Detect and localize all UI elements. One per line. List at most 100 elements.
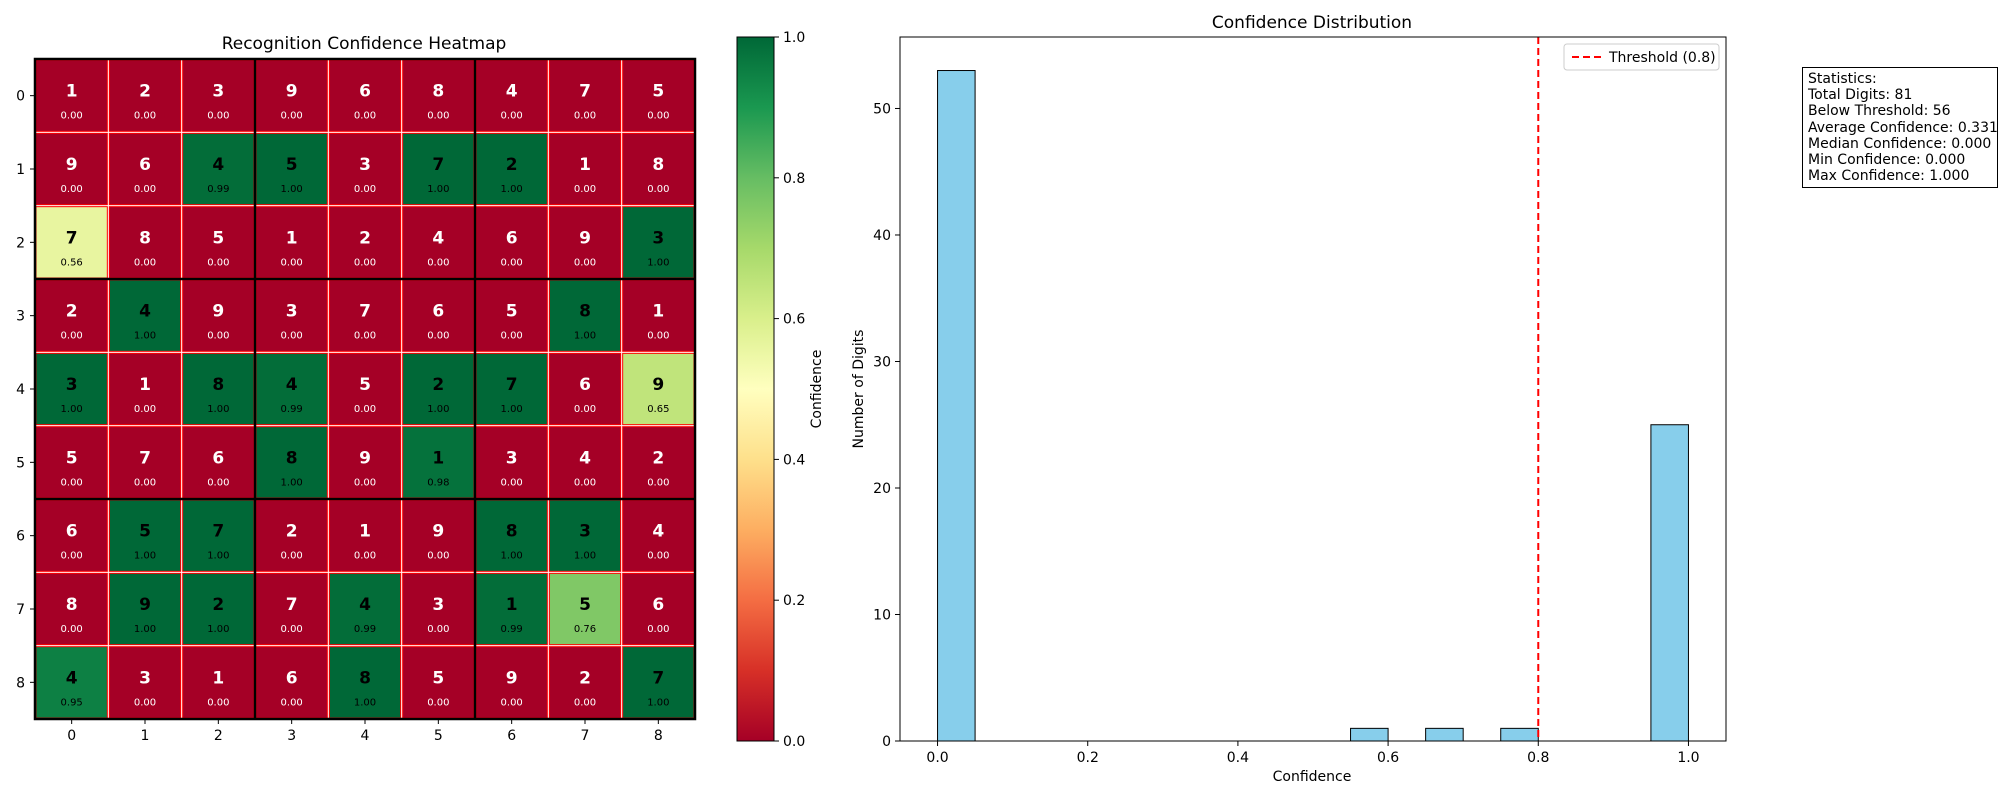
cell-digit: 4	[66, 668, 78, 688]
heatmap-cell	[475, 59, 548, 132]
heatmap-cell	[622, 206, 695, 279]
cell-confidence: 1.00	[281, 184, 303, 195]
stats-min-confidence: Min Confidence: 0.000	[1808, 152, 1966, 169]
cell-confidence: 1.00	[647, 697, 669, 708]
cell-digit: 7	[139, 448, 151, 468]
heatmap-cell	[35, 132, 108, 206]
heatmap-cell	[35, 59, 108, 132]
heatmap-cell	[35, 572, 108, 646]
cell-confidence: 1.00	[427, 404, 449, 415]
cell-confidence: 0.00	[574, 477, 596, 488]
cell-digit: 9	[506, 668, 518, 688]
heatmap-cell	[182, 352, 255, 426]
cell-digit: 4	[139, 302, 151, 322]
cell-confidence: 1.00	[427, 184, 449, 195]
heatmap-y-tick-label: 5	[16, 455, 25, 471]
cell-confidence: 0.99	[207, 184, 229, 195]
heatmap-cell	[328, 572, 402, 646]
cell-confidence: 0.00	[647, 111, 669, 122]
cell-digit: 5	[212, 228, 224, 248]
cell-confidence: 1.00	[354, 697, 376, 708]
heatmap-cell	[475, 646, 548, 719]
cell-digit: 9	[432, 522, 444, 542]
cell-confidence: 0.00	[134, 697, 156, 708]
colorbar-gradient	[736, 36, 775, 742]
heatmap-x-tick-label: 5	[434, 728, 443, 744]
cell-confidence: 0.00	[574, 184, 596, 195]
heatmap-panel: Recognition Confidence Heatmap 1 0.00 2 0.0…	[16, 34, 697, 744]
cell-confidence: 0.65	[647, 404, 669, 415]
histogram-bar	[1500, 727, 1539, 742]
cell-digit: 8	[359, 668, 371, 688]
cell-digit: 3	[139, 668, 151, 688]
histogram-ylabel: Number of Digits	[851, 330, 867, 449]
heatmap-cell	[182, 572, 255, 646]
cell-digit: 3	[286, 302, 298, 322]
heatmap-x-tick-label: 0	[67, 728, 76, 744]
cell-confidence: 0.00	[574, 404, 596, 415]
cell-digit: 6	[286, 668, 298, 688]
heatmap-cell	[475, 572, 548, 646]
heatmap-x-tick-label: 6	[507, 728, 516, 744]
legend-label: Threshold (0.8)	[1608, 50, 1716, 66]
cell-digit: 6	[652, 595, 664, 615]
cell-digit: 1	[212, 668, 224, 688]
colorbar-tick-label: 0.8	[783, 171, 805, 187]
heatmap-cell	[622, 279, 695, 352]
cell-confidence: 0.00	[647, 184, 669, 195]
cell-digit: 2	[652, 448, 664, 468]
cell-confidence: 0.00	[647, 477, 669, 488]
cell-digit: 5	[66, 448, 78, 468]
cell-confidence: 0.00	[61, 477, 83, 488]
cell-digit: 5	[139, 522, 151, 542]
heatmap-cell	[182, 206, 255, 279]
heatmap-cell	[35, 426, 108, 499]
stats-title: Statistics:	[1808, 71, 1877, 87]
cell-confidence: 0.00	[501, 697, 523, 708]
heatmap-cell	[328, 279, 402, 352]
cell-digit: 5	[506, 302, 518, 322]
cell-digit: 2	[432, 375, 444, 395]
heatmap-y-tick-label: 3	[16, 309, 25, 325]
cell-digit: 8	[432, 82, 444, 102]
cell-digit: 1	[506, 595, 518, 615]
cell-digit: 4	[286, 375, 298, 395]
histogram-xlabel: Confidence	[1273, 769, 1352, 785]
cell-digit: 7	[359, 302, 371, 322]
cell-confidence: 0.00	[134, 404, 156, 415]
cell-confidence: 0.99	[501, 624, 523, 635]
cell-confidence: 1.00	[501, 184, 523, 195]
heatmap-cell	[622, 132, 695, 206]
cell-digit: 8	[579, 302, 591, 322]
cell-confidence: 0.00	[207, 331, 229, 342]
cell-confidence: 0.00	[354, 331, 376, 342]
cell-confidence: 1.00	[134, 331, 156, 342]
colorbar-tick-label: 0.2	[783, 593, 805, 609]
cell-digit: 4	[579, 448, 591, 468]
histogram-bar	[1425, 727, 1464, 742]
cell-confidence: 0.00	[647, 331, 669, 342]
cell-confidence: 0.00	[61, 624, 83, 635]
heatmap-cell	[108, 132, 182, 206]
heatmap-y-tick-label: 7	[16, 602, 25, 618]
heatmap-cell	[255, 132, 328, 206]
heatmap-cell	[35, 352, 108, 426]
cell-digit: 6	[139, 155, 151, 175]
cell-digit: 8	[66, 595, 78, 615]
heatmap-cell	[475, 279, 548, 352]
heatmap-cell	[328, 426, 402, 499]
heatmap-cell	[182, 646, 255, 719]
cell-digit: 7	[286, 595, 298, 615]
cell-confidence: 0.00	[61, 111, 83, 122]
cell-confidence: 0.99	[281, 404, 303, 415]
heatmap-cell	[622, 572, 695, 646]
cell-digit: 8	[652, 155, 664, 175]
heatmap-cell	[328, 132, 402, 206]
cell-digit: 9	[579, 228, 591, 248]
heatmap-cell	[548, 132, 622, 206]
cell-confidence: 0.00	[501, 331, 523, 342]
cell-digit: 3	[212, 82, 224, 102]
heatmap-cell	[548, 499, 622, 572]
stats-below-threshold: Below Threshold: 56	[1808, 103, 1951, 120]
cell-confidence: 0.00	[354, 111, 376, 122]
